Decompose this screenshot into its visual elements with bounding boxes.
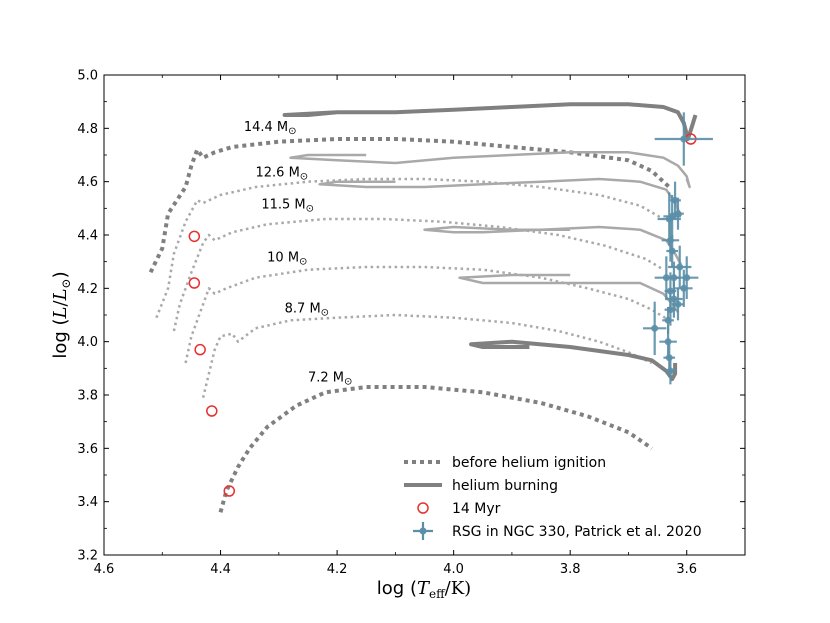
mass-label-3: 10 M⊙ — [267, 251, 307, 268]
myr-circle-3 — [188, 277, 201, 289]
rsg-point-0 — [654, 112, 713, 166]
mass-label-4: 8.7 M⊙ — [285, 301, 329, 318]
rsg-observations — [643, 112, 713, 385]
rsg-point-4 — [672, 197, 684, 230]
rsg-point-17 — [643, 301, 667, 355]
x-tick-label-4: 3.8 — [560, 562, 581, 577]
rsg-point-10 — [675, 256, 699, 299]
mass-label-2: 11.5 M⊙ — [261, 197, 314, 214]
y-tick-label-0: 3.2 — [77, 549, 98, 564]
y-tick-label-6: 4.4 — [77, 229, 98, 244]
mass-label-0: 14.4 M⊙ — [244, 120, 297, 137]
y-tick-label-8: 4.8 — [77, 122, 98, 137]
track-series-0 — [148, 137, 671, 274]
track-series-8 — [318, 177, 683, 217]
myr-circle-4 — [188, 230, 201, 243]
track-mass-labels: 14.4 M⊙ 12.6 M⊙ 11.5 M⊙ 10 M⊙ 8.7 M⊙ 7.2 M⊙ — [244, 120, 353, 388]
track-series-5 — [218, 385, 653, 513]
y-tick-label-7: 4.6 — [77, 175, 98, 190]
y-tick-label-5: 4.2 — [77, 282, 98, 297]
14-myr-markers — [188, 133, 697, 497]
evolution-tracks — [148, 102, 698, 513]
track-series-2 — [172, 217, 665, 332]
legend-entry-1: helium burning — [404, 478, 558, 494]
rsg-point-19 — [663, 344, 676, 371]
legend-label-0: before helium ignition — [452, 455, 606, 471]
legend-label-3: RSG in NGC 330, Patrick et al. 2020 — [452, 524, 702, 540]
y-tick-label-2: 3.6 — [77, 442, 98, 457]
x-axis-title: log (Teff/K) — [377, 578, 471, 601]
rsg-point-6 — [666, 235, 678, 267]
y-tick-label-3: 3.8 — [77, 389, 98, 404]
x-tick-label-3: 4.0 — [443, 562, 464, 577]
rsg-point-14 — [672, 288, 684, 321]
x-tick-label-5: 3.6 — [676, 562, 697, 577]
track-series-4 — [201, 313, 653, 398]
mass-label-1: 12.6 M⊙ — [256, 165, 309, 182]
y-axis-title: log (L/L⊙) — [50, 271, 73, 358]
track-series-6 — [282, 102, 698, 141]
y-tick-label-9: 5.0 — [77, 69, 98, 84]
legend-label-1: helium burning — [452, 478, 558, 494]
track-series-11 — [469, 339, 678, 381]
y-tick-label-4: 4.0 — [77, 335, 98, 350]
legend-label-2: 14 Myr — [452, 501, 501, 517]
track-series-7 — [289, 151, 691, 189]
myr-circle-0 — [223, 485, 236, 497]
x-tick-label-0: 4.6 — [94, 562, 115, 577]
rsg-point-20 — [664, 357, 677, 385]
x-tick-label-2: 4.2 — [327, 562, 348, 577]
rsg-point-13 — [665, 280, 683, 318]
axes: 4.6 4.4 4.2 4.0 3.8 3.6 3.2 3.4 3.6 3.8 4.0 4.2 4.4 4… — [77, 69, 746, 577]
legend: before helium ignition helium burning 14 M… — [404, 455, 702, 540]
rsg-point-18 — [659, 325, 677, 358]
legend-entry-2: 14 Myr — [417, 501, 501, 517]
myr-circle-2 — [194, 343, 206, 356]
mass-label-5: 7.2 M⊙ — [308, 371, 352, 388]
track-series-3 — [184, 265, 670, 364]
myr-circle-1 — [206, 405, 218, 417]
y-tick-label-1: 3.4 — [77, 495, 98, 510]
legend-entry-0: before helium ignition — [404, 455, 606, 471]
x-tick-label-1: 4.4 — [210, 562, 231, 577]
legend-entry-3: RSG in NGC 330, Patrick et al. 2020 — [413, 522, 702, 540]
